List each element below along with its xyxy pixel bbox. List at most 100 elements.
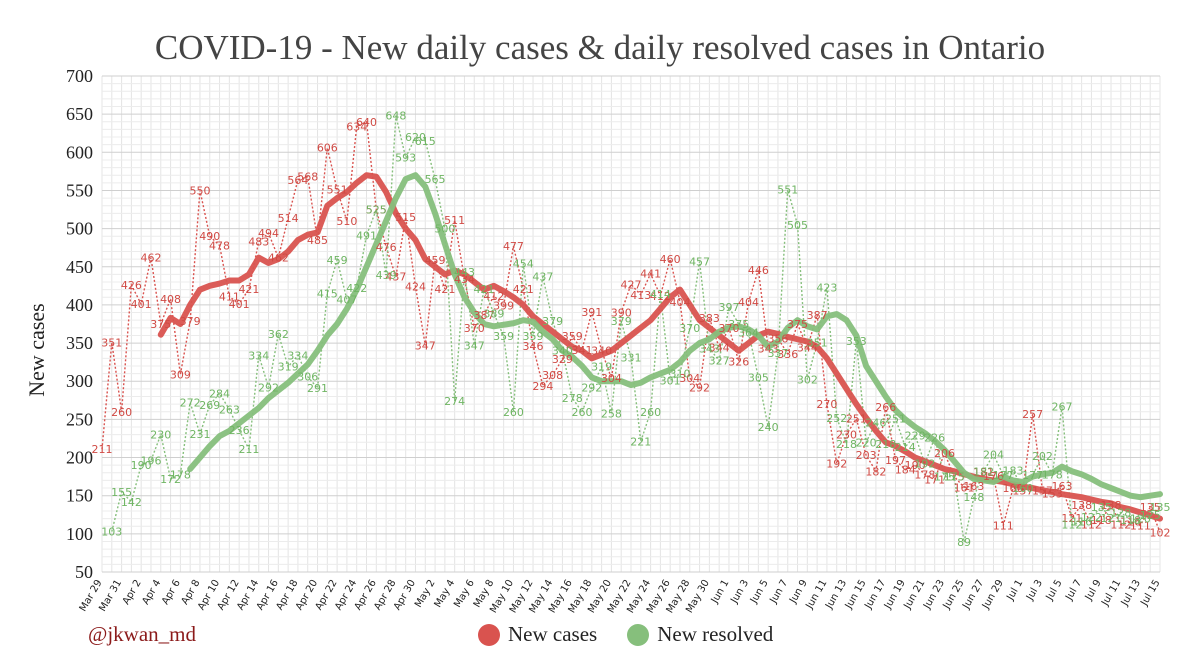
x-tick-label: Jun 7 [768,578,791,606]
data-label-new-cases: 351 [101,336,122,349]
data-label-new-resolved: 160 [1012,482,1033,495]
data-label-new-resolved: 305 [748,371,769,384]
data-label-new-cases: 387 [474,309,495,322]
data-label-new-cases: 326 [728,355,749,368]
legend-label-new-cases: New cases [508,622,598,646]
data-label-new-cases: 163 [963,480,984,493]
data-label-new-cases: 525 [366,204,387,217]
data-label-new-resolved: 364 [738,326,759,339]
series-daily-lines [101,115,1161,543]
y-tick-label: 500 [66,219,93,239]
data-label-new-cases: 375 [150,318,171,331]
data-label-new-resolved: 182 [973,465,994,478]
data-label-new-resolved: 362 [268,328,289,341]
data-label-new-resolved: 214 [895,441,916,454]
y-tick-label: 200 [66,448,93,468]
data-label-new-resolved: 218 [836,438,857,451]
data-label-new-cases: 308 [542,369,563,382]
data-label-new-resolved: 202 [1032,450,1053,463]
data-label-new-resolved: 236 [229,424,250,437]
data-label-new-cases: 640 [356,116,377,129]
data-label-new-cases: 190 [905,459,926,472]
data-label-new-cases: 356 [767,332,788,345]
data-label-new-cases: 251 [846,413,867,426]
data-label-new-resolved: 231 [189,428,210,441]
x-tick-label: Apr 4 [140,578,163,607]
data-label-new-cases: 477 [503,240,524,253]
data-label-new-resolved: 229 [905,429,926,442]
x-tick-label: Jul 11 [1099,578,1123,609]
data-label-new-cases: 424 [405,281,426,294]
y-tick-label: 400 [66,295,93,315]
data-label-new-resolved: 407 [336,294,357,307]
data-label-new-resolved: 116 [1071,516,1092,529]
data-label-new-resolved: 292 [581,381,602,394]
data-label-new-cases: 399 [493,300,514,313]
data-label-new-cases: 379 [180,315,201,328]
rolling-average-line-new-resolved [187,172,1163,501]
x-tick-label: Jul 7 [1063,578,1084,603]
y-axis-ticks: 50 100 150 200 250 300 350 400 450 500 550 600 650 70… [66,66,93,582]
data-label-new-resolved: 177 [993,469,1014,482]
data-label-new-resolved: 220 [856,436,877,449]
data-label-new-resolved: 135 [1150,501,1171,514]
data-label-new-resolved: 284 [209,387,230,400]
y-tick-label: 650 [66,104,93,124]
data-label-new-cases: 157 [1032,484,1053,497]
data-label-new-cases: 421 [238,283,259,296]
data-label-new-cases: 634 [346,120,367,133]
data-label-new-cases: 112 [1081,519,1102,532]
data-label-new-cases: 441 [640,268,661,281]
data-label-new-cases: 437 [385,271,406,284]
data-label-new-cases: 359 [562,330,583,343]
data-label-new-cases: 411 [219,291,240,304]
data-label-new-resolved: 226 [924,432,945,445]
data-label-new-cases: 121 [1061,512,1082,525]
svg-text:New cases: New cases [24,303,49,396]
data-label-new-resolved: 337 [767,347,788,360]
data-label-new-resolved: 375 [728,318,749,331]
data-label-new-cases: 153 [1042,487,1063,500]
data-label-new-resolved: 319 [591,361,612,374]
data-label-new-resolved: 263 [219,403,240,416]
data-label-new-resolved: 620 [405,131,426,144]
data-label-new-resolved: 240 [758,421,779,434]
data-label-new-resolved: 211 [238,443,259,456]
data-label-new-cases: 184 [895,464,916,477]
data-label-new-cases: 459 [425,254,446,267]
legend-label-new-resolved: New resolved [657,622,774,646]
data-label-new-cases: 434 [454,273,475,286]
data-label-new-cases: 116 [1120,516,1141,529]
data-label-new-resolved: 301 [660,374,681,387]
data-label-new-cases: 401 [131,298,152,311]
data-label-new-cases: 178 [914,468,935,481]
data-label-new-resolved: 125 [1140,509,1161,522]
data-label-new-resolved: 121 [1101,512,1122,525]
data-label-new-cases: 383 [699,312,720,325]
y-tick-label: 250 [66,409,93,429]
series-rolling-average-lines [157,172,1163,522]
data-label-new-resolved: 347 [464,339,485,352]
data-label-new-resolved: 122 [1081,511,1102,524]
data-label-new-resolved: 397 [718,301,739,314]
data-label-new-cases: 346 [523,340,544,353]
data-label-new-resolved: 491 [356,229,377,242]
data-label-new-resolved: 118 [1120,514,1141,527]
data-label-new-cases: 511 [444,214,465,227]
data-label-new-cases: 292 [689,381,710,394]
data-label-new-resolved: 306 [297,371,318,384]
data-label-new-cases: 257 [1022,408,1043,421]
data-label-new-resolved: 414 [650,288,671,301]
data-label-new-resolved: 135 [1091,501,1112,514]
data-label-new-cases: 375 [787,318,808,331]
data-label-new-cases: 564 [287,174,308,187]
x-tick-label: Jun 1 [709,578,732,606]
data-label-new-cases: 157 [1012,484,1033,497]
data-label-new-resolved: 648 [385,110,406,123]
y-tick-label: 600 [66,142,93,162]
data-label-new-resolved: 423 [816,281,837,294]
data-label-new-cases: 211 [92,443,113,456]
x-tick-label: Apr 2 [121,578,144,607]
